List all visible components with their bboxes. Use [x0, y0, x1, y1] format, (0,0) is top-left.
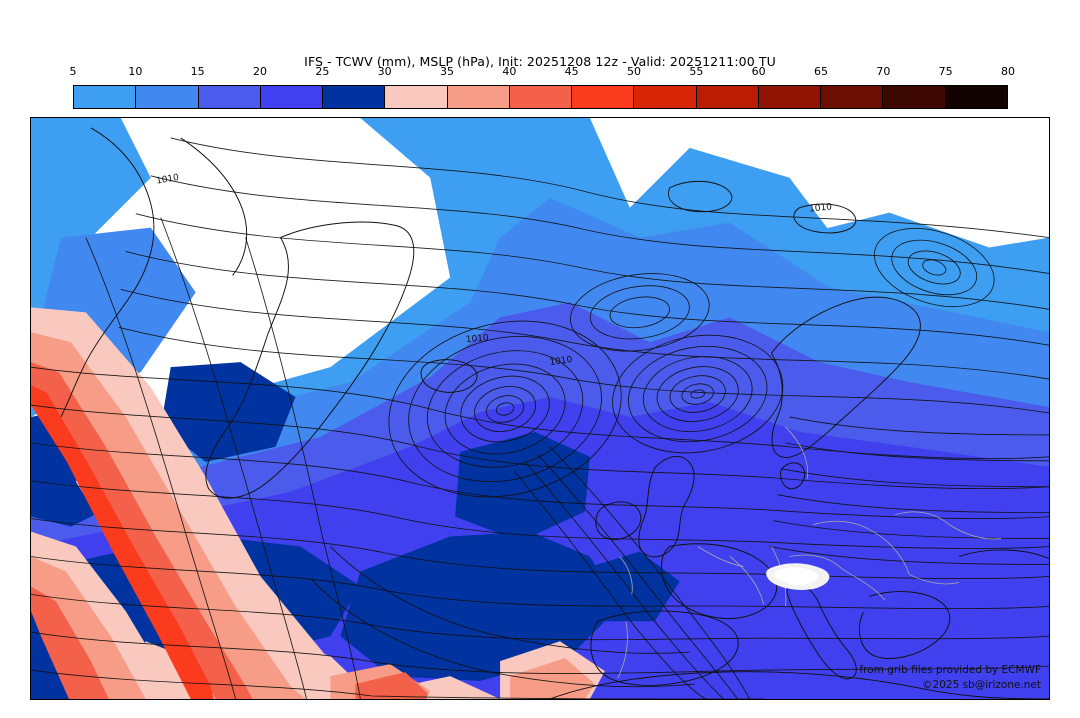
country-borders: [617, 426, 1002, 679]
high-centre-northeast: [873, 227, 995, 308]
colorbar-segment-2: [198, 86, 261, 108]
colorbar-tick-labels: 5 10 15 20 25 30 35 40 45 50 55 60 65 70 75 80: [69, 64, 1016, 80]
colorbar-segment-12: [821, 86, 884, 108]
colorbar-gradient: [73, 85, 1008, 109]
map-canvas: 1010 1010 1010 1010: [31, 118, 1049, 699]
colorbar-segment-9: [634, 86, 697, 108]
low-centre-north-sea: [612, 334, 784, 454]
colorbar-tick-60: 60: [751, 65, 766, 78]
colorbar-tick-45: 45: [564, 65, 579, 78]
low-centre-atlantic: [388, 320, 622, 498]
colorbar-tick-65: 65: [814, 65, 828, 78]
colorbar-segment-0: [74, 86, 137, 108]
coastlines: [60, 127, 1049, 699]
colorbar-segment-14: [945, 86, 1007, 108]
colorbar-segment-4: [323, 86, 386, 108]
colorbar-tick-30: 30: [377, 65, 392, 78]
colorbar-tick-80: 80: [1001, 65, 1015, 78]
colorbar-tick-5: 5: [69, 65, 77, 78]
colorbar-tick-15: 15: [190, 65, 205, 78]
isobar-labels: 1010 1010 1010 1010: [156, 173, 833, 368]
alps-dry-patch: [766, 563, 830, 590]
colorbar-tick-10: 10: [128, 65, 143, 78]
page-title: IFS - TCWV (mm), MSLP (hPa), Init: 20251…: [304, 54, 776, 69]
colorbar-tick-70: 70: [876, 65, 891, 78]
tcwv-filled-contours: [31, 118, 1049, 699]
colorbar-segment-13: [883, 86, 946, 108]
colorbar-tick-40: 40: [502, 65, 517, 78]
colorbar: 5 10 15 20 25 30 35 40 45 50 55 60 65 70 75 80: [70, 65, 1015, 109]
colorbar-segment-3: [260, 86, 324, 108]
colorbar-tick-75: 75: [938, 65, 953, 78]
colorbar-segment-1: [136, 86, 199, 108]
colorbar-segment-11: [758, 86, 822, 108]
colorbar-tick-50: 50: [627, 65, 641, 78]
isobar-label: 1010: [809, 202, 833, 214]
tcwv-warm-plume: [31, 307, 605, 699]
colorbar-tick-20: 20: [253, 65, 267, 78]
colorbar-segment-7: [509, 86, 573, 108]
colorbar-segment-10: [696, 86, 759, 108]
isobar-label: 1010: [466, 333, 490, 345]
isobar-label: 1010: [156, 173, 181, 187]
colorbar-tick-35: 35: [440, 65, 454, 78]
colorbar-tick-25: 25: [315, 65, 330, 78]
isobar-label: 1010: [549, 355, 573, 368]
mslp-isobars: [31, 137, 1049, 699]
colorbar-tick-55: 55: [689, 65, 704, 78]
high-centre-greenland: [569, 273, 710, 352]
map-panel[interactable]: 1010 1010 1010 1010 from grib files prov…: [30, 117, 1050, 700]
colorbar-segment-6: [447, 86, 510, 108]
colorbar-segment-5: [385, 86, 448, 108]
colorbar-segment-8: [572, 86, 635, 108]
